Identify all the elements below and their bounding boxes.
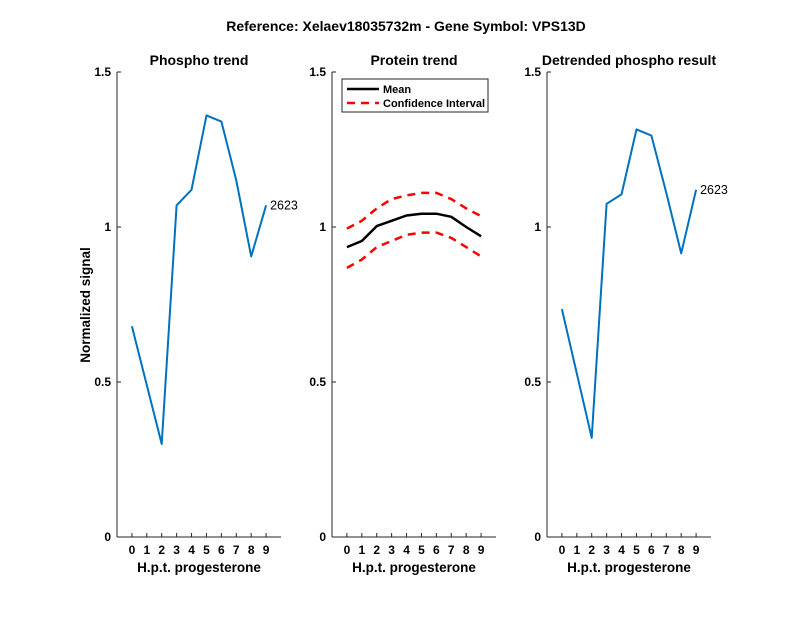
x-tick-label: 2 — [158, 543, 165, 557]
x-tick-label: 0 — [344, 543, 351, 557]
x-tick-label: 8 — [248, 543, 255, 557]
x-tick-label: 9 — [693, 543, 700, 557]
x-tick-label: 9 — [263, 543, 270, 557]
ci-upper-line — [346, 191, 482, 230]
y-tick-label: 1 — [104, 220, 111, 234]
x-tick-label: 4 — [618, 543, 625, 557]
y-tick-label: 0.5 — [524, 375, 541, 389]
y-tick-label: 0 — [534, 530, 541, 544]
legend-ci-label: Confidence Interval — [383, 98, 485, 110]
y-tick-label: 1.5 — [94, 65, 111, 79]
series-end-label: 2623 — [700, 183, 728, 197]
panel-title: Protein trend — [370, 52, 457, 68]
trend-line — [560, 128, 698, 439]
x-tick-label: 9 — [478, 543, 485, 557]
y-tick-label: 1 — [319, 220, 326, 234]
x-tick-label: 2 — [373, 543, 380, 557]
x-tick-label: 6 — [218, 543, 225, 557]
x-tick-label: 0 — [559, 543, 566, 557]
y-tick-label: 0 — [104, 530, 111, 544]
x-axis-label: H.p.t. progesterone — [352, 560, 476, 575]
x-tick-label: 8 — [463, 543, 470, 557]
legend-mean-label: Mean — [383, 84, 411, 96]
x-tick-label: 3 — [603, 543, 610, 557]
x-tick-label: 1 — [143, 543, 150, 557]
x-tick-label: 7 — [448, 543, 455, 557]
y-tick-label: 0 — [319, 530, 326, 544]
trend-line — [130, 114, 268, 445]
x-tick-label: 7 — [663, 543, 670, 557]
y-tick-label: 1 — [534, 220, 541, 234]
ci-lower-line — [346, 231, 482, 269]
x-tick-label: 2 — [588, 543, 595, 557]
x-tick-label: 8 — [678, 543, 685, 557]
mean-line — [346, 212, 482, 249]
panel-title: Detrended phospho result — [542, 52, 717, 68]
x-tick-label: 4 — [188, 543, 195, 557]
figure-suptitle: Reference: Xelaev18035732m - Gene Symbol… — [226, 18, 586, 34]
x-tick-label: 5 — [418, 543, 425, 557]
y-tick-label: 0.5 — [309, 375, 326, 389]
x-tick-label: 7 — [233, 543, 240, 557]
figure-ylabel: Normalized signal — [78, 247, 93, 363]
x-axis-label: H.p.t. progesterone — [567, 560, 691, 575]
x-tick-label: 6 — [433, 543, 440, 557]
x-tick-label: 5 — [633, 543, 640, 557]
x-tick-label: 5 — [203, 543, 210, 557]
x-tick-label: 1 — [358, 543, 365, 557]
legend: Mean Confidence Interval — [341, 78, 489, 113]
x-tick-label: 3 — [388, 543, 395, 557]
y-tick-label: 1.5 — [524, 65, 541, 79]
x-axis-label: H.p.t. progesterone — [137, 560, 261, 575]
y-tick-label: 0.5 — [94, 375, 111, 389]
series-end-label: 2623 — [270, 198, 298, 212]
legend-box — [341, 78, 489, 113]
x-tick-label: 0 — [129, 543, 136, 557]
x-tick-label: 4 — [403, 543, 410, 557]
x-tick-label: 1 — [573, 543, 580, 557]
x-tick-label: 6 — [648, 543, 655, 557]
y-tick-label: 1.5 — [309, 65, 326, 79]
panel-title: Phospho trend — [150, 52, 249, 68]
x-tick-label: 3 — [173, 543, 180, 557]
